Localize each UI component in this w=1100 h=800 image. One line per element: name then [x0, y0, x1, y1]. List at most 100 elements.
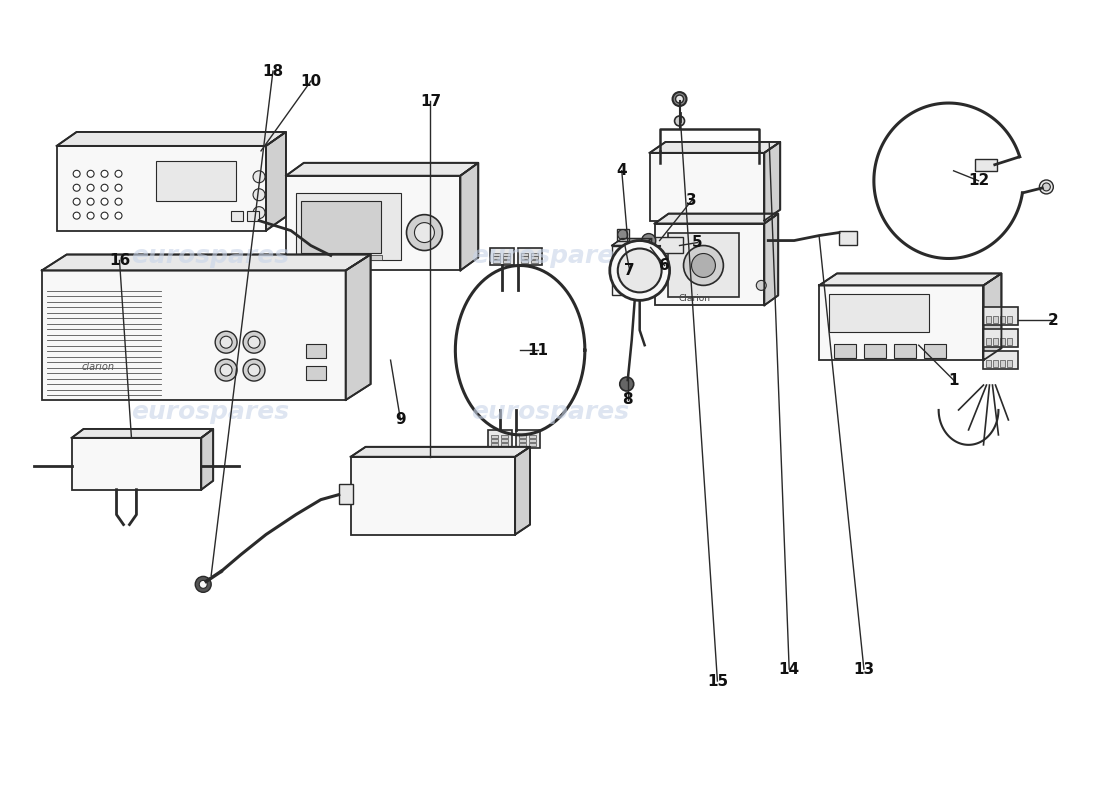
Bar — [521, 257, 528, 259]
Circle shape — [619, 377, 634, 391]
Circle shape — [642, 278, 657, 292]
Bar — [1000, 360, 1005, 367]
Bar — [518, 247, 542, 266]
Circle shape — [74, 212, 80, 219]
Circle shape — [249, 336, 260, 348]
Circle shape — [675, 95, 683, 103]
Circle shape — [1043, 183, 1050, 191]
Circle shape — [253, 206, 265, 218]
Circle shape — [220, 336, 232, 348]
Circle shape — [609, 241, 670, 300]
Circle shape — [1040, 180, 1054, 194]
Bar — [531, 261, 538, 263]
Circle shape — [116, 198, 122, 205]
Bar — [654, 224, 764, 306]
Bar — [366, 254, 382, 261]
Polygon shape — [983, 274, 1001, 360]
Bar — [492, 439, 498, 442]
Bar — [521, 253, 528, 255]
Circle shape — [249, 364, 260, 376]
Circle shape — [74, 184, 80, 191]
Text: 3: 3 — [686, 193, 696, 208]
Text: 13: 13 — [854, 662, 874, 677]
Text: 16: 16 — [109, 253, 130, 268]
Bar — [339, 484, 353, 504]
Bar — [344, 254, 360, 261]
Circle shape — [243, 359, 265, 381]
Circle shape — [195, 576, 211, 592]
Polygon shape — [72, 429, 213, 438]
Circle shape — [618, 230, 628, 239]
Circle shape — [199, 580, 207, 588]
Circle shape — [692, 254, 715, 278]
Polygon shape — [764, 214, 778, 306]
Bar — [529, 435, 536, 438]
Circle shape — [757, 281, 767, 290]
Text: 12: 12 — [968, 174, 989, 188]
Bar — [502, 439, 508, 442]
Polygon shape — [57, 132, 286, 146]
Text: 10: 10 — [300, 74, 321, 89]
Bar — [1008, 360, 1012, 367]
Text: 7: 7 — [625, 263, 635, 278]
Text: clarion: clarion — [81, 362, 114, 372]
Bar — [493, 253, 500, 255]
Circle shape — [74, 198, 80, 205]
Bar — [924, 344, 946, 358]
Circle shape — [638, 274, 661, 298]
Circle shape — [415, 222, 434, 242]
Text: 5: 5 — [692, 235, 703, 250]
Bar — [987, 360, 991, 367]
Bar — [492, 435, 498, 438]
Circle shape — [216, 331, 238, 353]
Text: eurospares: eurospares — [131, 245, 289, 269]
Bar — [503, 257, 510, 259]
Circle shape — [87, 212, 95, 219]
Polygon shape — [286, 163, 478, 176]
Bar — [839, 230, 857, 245]
Bar — [306, 344, 326, 358]
Text: 1: 1 — [948, 373, 959, 387]
Bar — [488, 430, 513, 448]
Bar — [531, 257, 538, 259]
Circle shape — [101, 212, 108, 219]
Bar — [231, 210, 243, 221]
Circle shape — [101, 184, 108, 191]
Text: 15: 15 — [707, 674, 728, 689]
Bar — [834, 344, 856, 358]
Circle shape — [672, 92, 686, 106]
Circle shape — [220, 364, 232, 376]
Circle shape — [618, 249, 661, 292]
Bar — [519, 443, 526, 446]
Bar — [531, 253, 538, 255]
Polygon shape — [764, 142, 780, 221]
Bar — [519, 435, 526, 438]
Polygon shape — [612, 238, 651, 246]
Text: 11: 11 — [528, 342, 549, 358]
Bar — [987, 338, 991, 345]
Bar — [987, 316, 991, 323]
Bar — [650, 153, 764, 221]
Bar — [322, 254, 338, 261]
Polygon shape — [515, 447, 530, 534]
Bar — [503, 253, 510, 255]
Bar — [894, 344, 915, 358]
Text: 8: 8 — [623, 393, 632, 407]
Bar — [975, 158, 997, 170]
Bar — [492, 443, 498, 446]
Text: 18: 18 — [263, 64, 284, 78]
Bar — [529, 439, 536, 442]
Text: 17: 17 — [420, 94, 441, 109]
Bar — [502, 443, 508, 446]
Bar — [503, 261, 510, 263]
Circle shape — [407, 214, 442, 250]
Polygon shape — [42, 254, 371, 270]
Circle shape — [87, 184, 95, 191]
Circle shape — [641, 234, 656, 247]
Circle shape — [87, 198, 95, 205]
Bar — [529, 443, 536, 446]
Text: 6: 6 — [659, 258, 670, 273]
Bar — [1008, 338, 1012, 345]
Circle shape — [253, 170, 265, 182]
Circle shape — [116, 184, 122, 191]
